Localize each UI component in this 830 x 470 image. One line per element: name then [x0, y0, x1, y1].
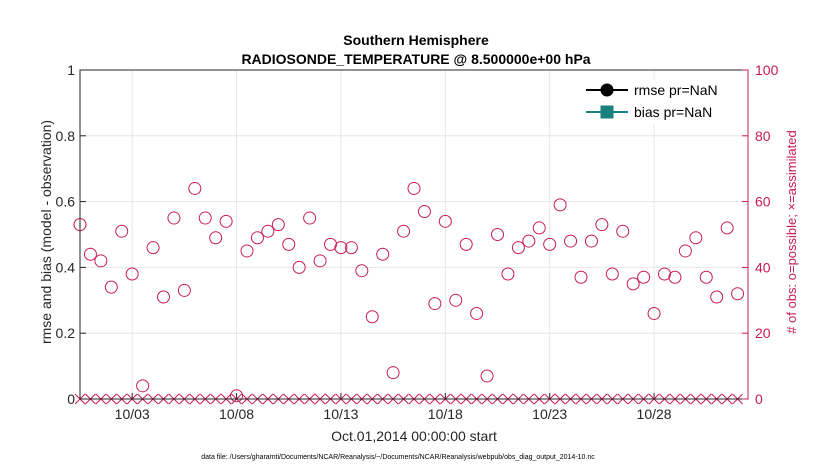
x-tick-label: 10/23 [532, 406, 567, 422]
possible-obs-point [647, 306, 661, 320]
possible-obs-point [459, 237, 473, 251]
possible-obs-point [365, 310, 379, 324]
possible-obs-point [303, 211, 317, 225]
possible-obs-point [115, 224, 129, 238]
possible-obs-point [83, 247, 97, 261]
possible-obs-point [407, 181, 421, 195]
possible-obs-point [94, 254, 108, 268]
possible-obs-point [344, 241, 358, 255]
possible-obs-point [271, 218, 285, 232]
possible-obs-point [146, 241, 160, 255]
x-tick-label: 10/18 [428, 406, 463, 422]
y-left-tick-label: 0.2 [56, 325, 76, 341]
grid [80, 70, 748, 399]
possible-obs-point [125, 267, 139, 281]
possible-obs-point [491, 228, 504, 241]
possible-obs-point [104, 280, 118, 294]
legend-rmse-label: rmse pr=NaN [634, 82, 718, 98]
possible-obs-point [334, 241, 348, 255]
possible-obs-point [240, 244, 254, 258]
possible-obs-point [511, 241, 525, 255]
possible-obs-point [678, 244, 692, 258]
possible-obs-point [428, 297, 442, 311]
possible-obs-point [616, 224, 630, 238]
possible-obs-point [574, 270, 588, 284]
possible-obs-series [73, 181, 745, 403]
y-left-tick-label: 0.8 [56, 128, 76, 144]
possible-obs-point [689, 231, 703, 245]
possible-obs-point [731, 287, 745, 301]
legend[interactable]: rmse pr=NaN bias pr=NaN [582, 79, 726, 125]
x-tick-label: 10/13 [323, 406, 358, 422]
data-file-footnote: data file: /Users/gharamti/Documents/NCA… [201, 454, 595, 461]
possible-obs-point [209, 231, 223, 245]
possible-obs-point [470, 306, 484, 320]
possible-obs-point [553, 198, 567, 212]
legend-bias-marker [600, 105, 614, 119]
y-axis-right-label: # of obs: o=possible; ×=assimilated [784, 130, 799, 333]
y-left-tick-label: 0.4 [56, 259, 76, 275]
possible-obs-point [501, 267, 515, 281]
y-right-tick-label: 0 [755, 391, 763, 407]
possible-obs-point [480, 369, 494, 383]
possible-obs-point [157, 290, 170, 304]
possible-obs-point [438, 214, 452, 228]
y-left-tick-label: 0 [67, 391, 75, 407]
y-left-tick-label: 1 [67, 62, 75, 78]
possible-obs-point [313, 254, 327, 268]
possible-obs-point [584, 234, 598, 248]
x-tick-label: 10/08 [219, 406, 254, 422]
y-axis-left-label: rmse and bias (model - observation) [38, 120, 54, 344]
x-axis-label: Oct.01,2014 00:00:00 start [331, 428, 497, 444]
possible-obs-point [219, 214, 233, 228]
possible-obs-point [699, 270, 713, 284]
possible-obs-point [261, 224, 275, 238]
possible-obs-point [449, 293, 463, 307]
possible-obs-point [543, 237, 557, 251]
possible-obs-point [564, 234, 578, 248]
possible-obs-point [397, 224, 411, 238]
possible-obs-point [595, 218, 609, 232]
y-right-tick-label: 40 [755, 259, 771, 275]
possible-obs-point [188, 181, 202, 195]
possible-obs-point [136, 379, 150, 393]
y-right-tick-label: 80 [755, 128, 771, 144]
x-tick-label: 10/03 [115, 406, 150, 422]
legend-bias-label: bias pr=NaN [634, 104, 712, 120]
possible-obs-point [626, 277, 640, 291]
y-right-tick-label: 100 [755, 62, 779, 78]
y-left-tick-label: 0.6 [56, 194, 76, 210]
possible-obs-point [386, 366, 400, 380]
possible-obs-point [532, 221, 546, 235]
possible-obs-point [250, 231, 264, 245]
possible-obs-point [198, 211, 212, 225]
chart-title-line2: RADIOSONDE_TEMPERATURE @ 8.500000e+00 hP… [241, 51, 590, 67]
chart-title-line1: Southern Hemisphere [343, 32, 489, 48]
possible-obs-point [720, 221, 734, 235]
axis-ticks: 0 0.2 0.4 0.6 0.8 1 0 20 40 60 80 100 10/03 10/08 10/1… [56, 62, 779, 422]
legend-rmse-marker [600, 83, 614, 97]
possible-obs-point [292, 260, 306, 274]
possible-obs-point [637, 270, 651, 284]
possible-obs-point [710, 290, 724, 304]
x-tick-label: 10/28 [637, 406, 672, 422]
possible-obs-point [417, 204, 431, 218]
y-right-tick-label: 60 [755, 194, 771, 210]
possible-obs-point [376, 247, 390, 261]
possible-obs-point [177, 283, 191, 297]
possible-obs-point [230, 389, 244, 403]
possible-obs-point [522, 234, 536, 248]
possible-obs-point [668, 270, 682, 284]
possible-obs-point [282, 237, 296, 251]
possible-obs-point [167, 211, 181, 225]
possible-obs-point [355, 264, 369, 278]
possible-obs-point [605, 267, 619, 281]
y-right-tick-label: 20 [755, 325, 771, 341]
